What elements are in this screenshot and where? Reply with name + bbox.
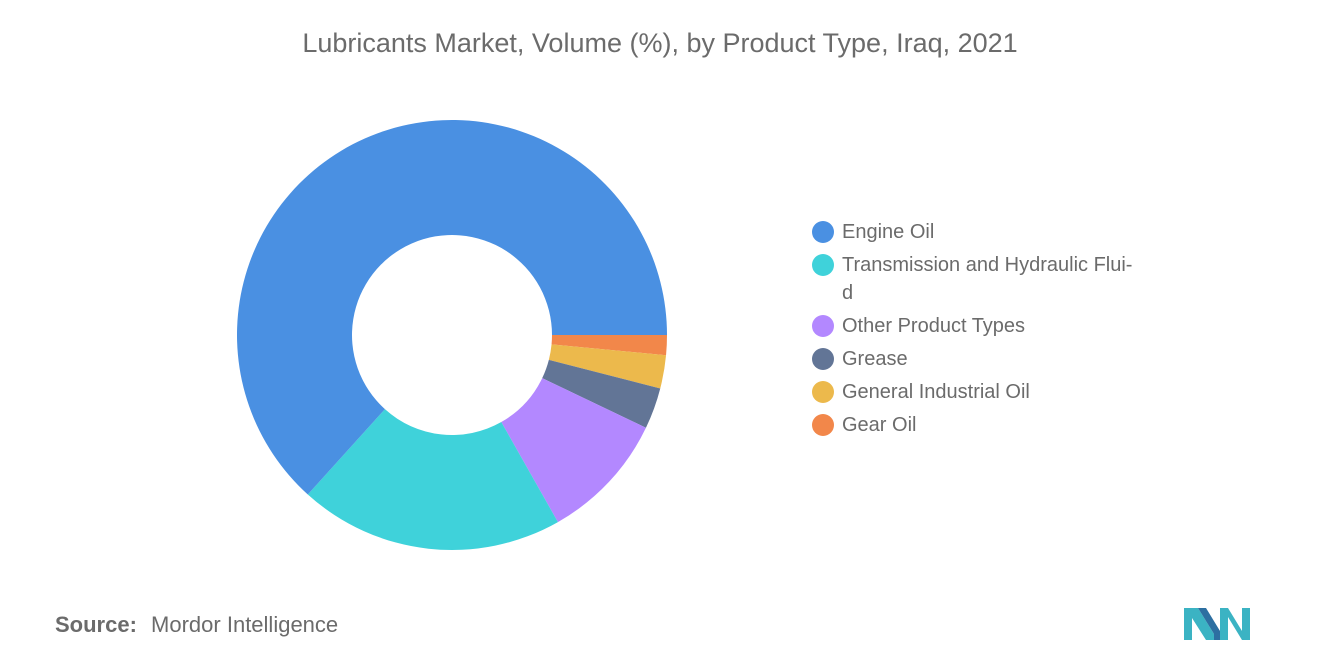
legend-item-other-product-types[interactable]: Other Product Types [812, 312, 1172, 340]
legend-marker-grease [812, 348, 834, 370]
legend-marker-engine-oil [812, 221, 834, 243]
legend-label-engine-oil: Engine Oil [842, 221, 935, 243]
legend-item-gear-oil[interactable]: Gear Oil [812, 411, 1172, 439]
legend-item-grease[interactable]: Grease [812, 345, 1172, 373]
source-label: Source: [55, 612, 137, 637]
legend-label-general-industrial-oil: General Industrial Oil [842, 381, 1030, 403]
slice-general-industrial-oil[interactable] [548, 344, 667, 389]
mordor-logo-icon [1184, 608, 1250, 640]
legend-label-other-product-types: Other Product Types [842, 315, 1026, 337]
slice-other-product-types[interactable] [501, 378, 646, 523]
legend-marker-transmission [812, 254, 834, 276]
source-attribution: Source: Mordor Intelligence [55, 612, 338, 638]
legend-item-engine-oil[interactable]: Engine Oil [812, 218, 1172, 246]
chart-title: Lubricants Market, Volume (%), by Produc… [302, 28, 1018, 58]
source-value: Mordor Intelligence [151, 612, 339, 637]
legend-marker-gear-oil [812, 414, 834, 436]
slice-engine-oil[interactable] [237, 119, 667, 495]
legend-label-grease: Grease [842, 348, 908, 370]
slice-transmission-and-hydraulic-fluid[interactable] [307, 409, 558, 550]
legend-item-general-industrial-oil[interactable]: General Industrial Oil [812, 378, 1172, 406]
legend-item-transmission[interactable]: Transmission and Hydraulic Flui- d [812, 251, 1172, 307]
legend-label-gear-oil: Gear Oil [842, 414, 917, 436]
slice-grease[interactable] [542, 359, 661, 428]
chart-legend: Engine Oil Transmission and Hydraulic Fl… [812, 218, 1172, 444]
legend-label-transmission: Transmission and Hydraulic Flui- d [842, 254, 1133, 304]
legend-marker-other-product-types [812, 315, 834, 337]
legend-marker-general-industrial-oil [812, 381, 834, 403]
slice-gear-oil[interactable] [551, 335, 667, 356]
